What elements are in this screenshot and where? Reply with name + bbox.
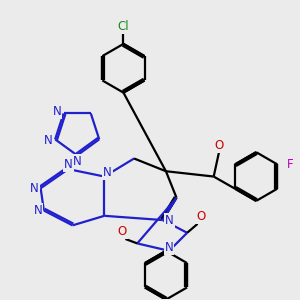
Text: F: F xyxy=(287,158,294,171)
Text: N: N xyxy=(165,214,174,226)
Text: N: N xyxy=(64,158,73,171)
Text: N: N xyxy=(34,204,42,217)
Text: Cl: Cl xyxy=(118,20,129,33)
Text: O: O xyxy=(118,225,127,238)
Text: N: N xyxy=(103,167,112,179)
Text: N: N xyxy=(165,242,173,254)
Text: N: N xyxy=(44,134,53,147)
Text: O: O xyxy=(214,139,224,152)
Text: O: O xyxy=(196,210,205,223)
Text: N: N xyxy=(73,155,82,168)
Text: N: N xyxy=(52,105,62,119)
Text: N: N xyxy=(30,182,39,195)
